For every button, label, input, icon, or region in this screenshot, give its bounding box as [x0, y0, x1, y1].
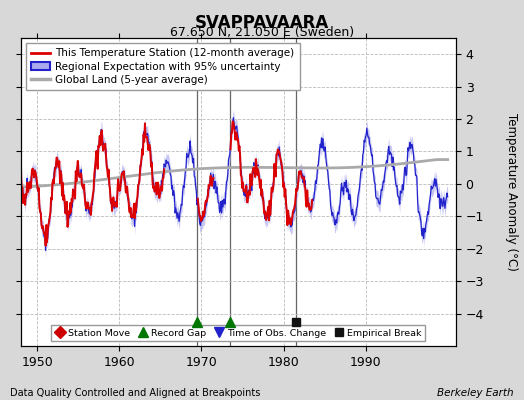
Text: SVAPPAVAARA: SVAPPAVAARA — [195, 14, 329, 32]
Y-axis label: Temperature Anomaly (°C): Temperature Anomaly (°C) — [505, 113, 518, 271]
Text: Data Quality Controlled and Aligned at Breakpoints: Data Quality Controlled and Aligned at B… — [10, 388, 261, 398]
Legend: Station Move, Record Gap, Time of Obs. Change, Empirical Break: Station Move, Record Gap, Time of Obs. C… — [51, 325, 425, 341]
Text: 67.650 N, 21.050 E (Sweden): 67.650 N, 21.050 E (Sweden) — [170, 26, 354, 39]
Text: Berkeley Earth: Berkeley Earth — [437, 388, 514, 398]
